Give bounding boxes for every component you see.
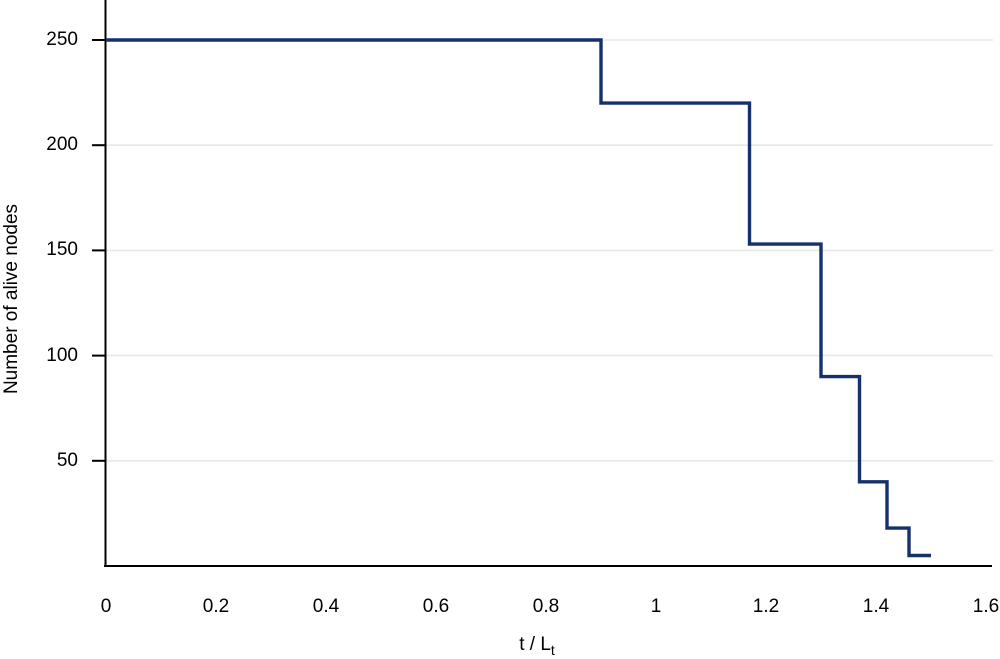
axes [104,0,992,567]
y-axis-title: Number of alive nodes [1,203,22,395]
x-tick-label-1: 1 [650,596,662,617]
y-tick-label-100: 100 [46,344,78,366]
y-tick-label-250: 250 [46,29,78,50]
x-tick-label-1.6: 1.6 [972,596,1000,617]
series-lines [106,38,931,558]
x-axis-title-subscript: t [550,641,555,658]
x-tick-label-0.2: 0.2 [202,596,230,617]
x-axis-title-main: t / L [519,634,551,655]
y-tick-label-50: 50 [56,449,78,471]
x-tick-label-0.8: 0.8 [532,596,560,617]
y-axis-ticks [92,39,106,462]
x-tick-label-0.6: 0.6 [422,596,450,617]
x-tick-label-0.4: 0.4 [312,596,340,617]
x-tick-label-0: 0 [100,596,112,617]
x-tick-label-1.2: 1.2 [752,596,780,617]
x-axis-title: t / Lt [519,634,555,658]
x-tick-label-1.4: 1.4 [862,596,890,617]
series-step-line [106,38,931,558]
y-tick-label-200: 200 [46,134,78,156]
y-tick-label-150: 150 [46,239,78,261]
